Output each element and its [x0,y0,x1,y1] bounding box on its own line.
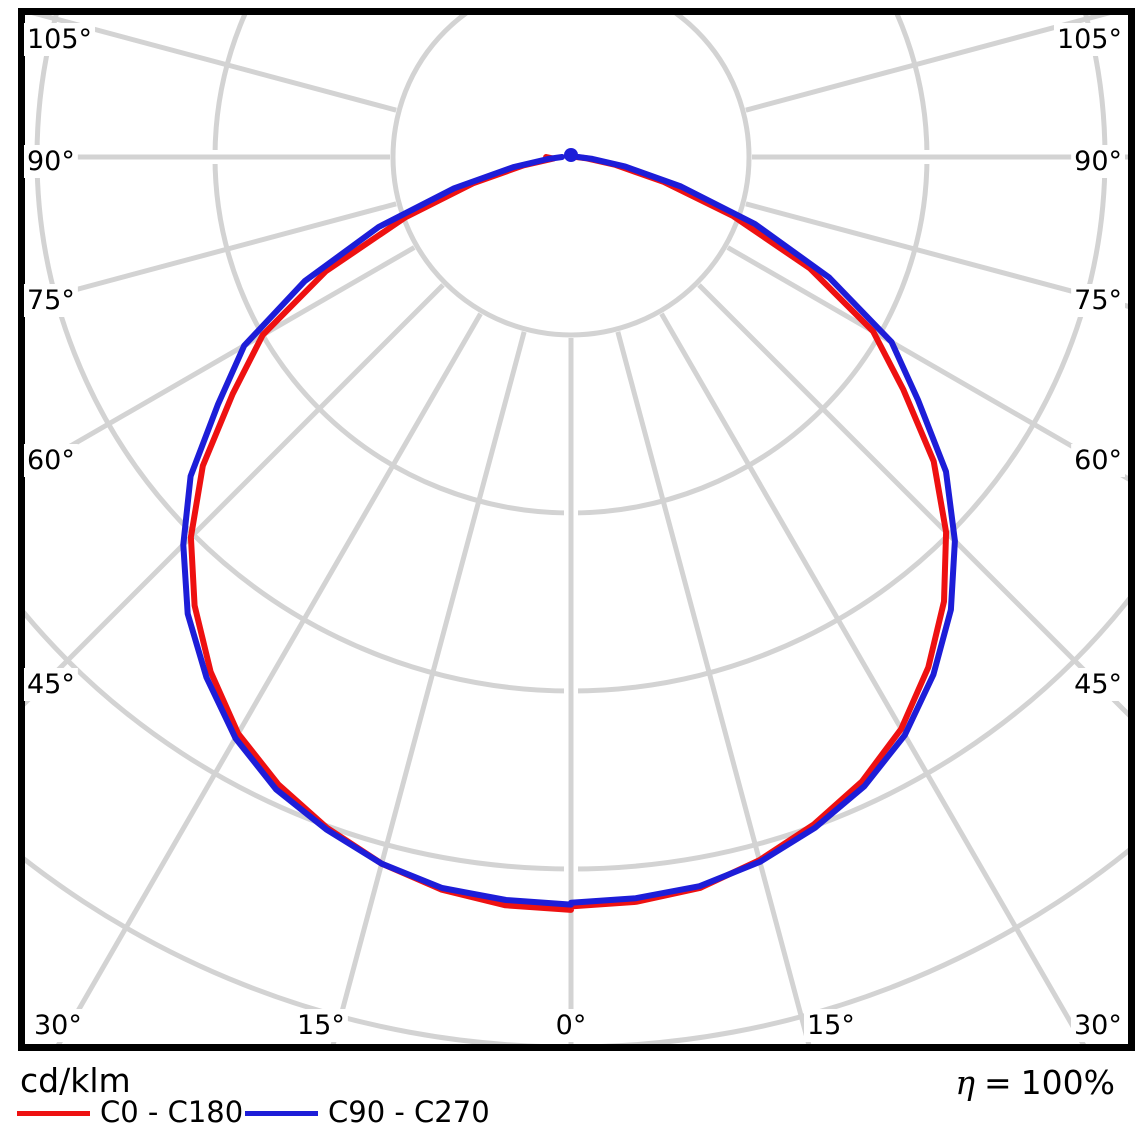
axis-label-left-60°: 60° [27,445,75,476]
polar-grid-spoke [726,245,1128,482]
curves [180,154,958,913]
eta-equals: = [984,1063,1012,1102]
axis-label-bg [1071,145,1125,178]
axis-label-bg [552,1009,590,1042]
legend-line-c90-c270 [245,1111,318,1116]
axis-label-bg [24,284,78,317]
polar-grid-spoke [25,283,445,707]
legend-label-c0-c180: C0 - C180 [100,1095,244,1129]
axis-label-bg [24,145,78,178]
axis-label-bottom-0-30°: 30° [34,1010,82,1041]
axis-label-bg [24,668,78,701]
polar-grid-spoke [25,245,416,476]
axis-label-right-75°: 75° [1074,285,1122,316]
axis-label-right-45°: 45° [1074,669,1122,700]
axis-label-bg [31,1009,85,1042]
axis-label-bg [1053,23,1125,56]
axis-label-left-105°: 105° [27,24,92,55]
polar-grid-spoke [745,201,1128,309]
axis-label-bg [1071,668,1125,701]
axis-label-right-105°: 105° [1057,24,1122,55]
axis-label-bg [24,23,96,56]
axis-label-left-45°: 45° [27,669,75,700]
polar-grid-spoke [659,312,1086,1044]
curve-c0-c180 [187,154,950,913]
axis-label-left-75°: 75° [27,285,75,316]
polar-grid-spoke [615,331,812,1044]
unit-label: cd/klm [20,1061,131,1100]
axis-label-left-90°: 90° [27,146,75,177]
center-marker [564,148,578,162]
axis-label-bg [1071,444,1125,477]
eta-value: 100% [1020,1063,1115,1102]
polar-grid-spoke [56,312,483,1044]
axis-label-right-60°: 60° [1074,445,1122,476]
polar-grid-spoke [25,201,397,306]
axis-label-bottom-1-15°: 15° [297,1010,345,1041]
legend-line-c0-c180 [17,1111,90,1116]
axis-label-right-90°: 90° [1074,146,1122,177]
axis-label-bottom-4-30°: 30° [1074,1010,1122,1041]
polar-grid-spoke [697,283,1128,718]
polar-grid-spoke [31,15,397,113]
axis-label-bottom-3-15°: 15° [807,1010,855,1041]
polar-grid-spoke [330,331,527,1044]
polar-grid-ring [390,15,752,338]
axis-labels: 105° 90° 75° 60° 45° 105° 90° 75° 60° 45° 30° 15° 0°… [24,23,1125,1042]
axis-label-bg [804,1009,858,1042]
axis-label-bg [1071,1009,1125,1042]
eta-symbol: η [955,1063,975,1102]
curve-c90-c270 [180,154,958,908]
polar-grid-spoke [745,15,1111,113]
axis-label-bg [294,1009,348,1042]
legend-label-c90-c270: C90 - C270 [328,1095,490,1129]
axis-label-bottom-2-0°: 0° [556,1010,587,1041]
efficiency-label: η = 100% [955,1064,1115,1102]
axis-label-bg [24,444,78,477]
plot-border [18,8,1135,1051]
axis-label-bg [1071,284,1125,317]
